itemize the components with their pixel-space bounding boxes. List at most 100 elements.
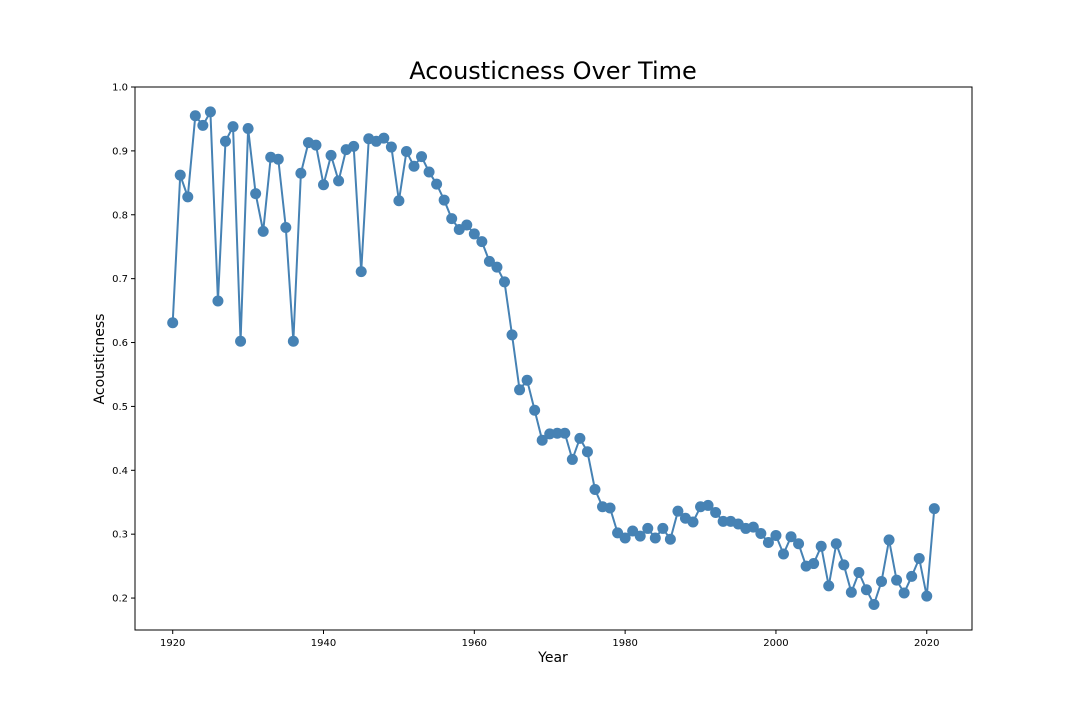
data-point — [506, 329, 518, 341]
data-point — [793, 538, 805, 550]
y-tick-label: 0.7 — [112, 274, 128, 285]
x-axis: 1920 1940 1960 1980 2000 2020 — [160, 630, 939, 649]
y-tick-label: 0.5 — [112, 402, 128, 413]
y-axis-label: Acousticness — [92, 314, 108, 405]
data-point — [785, 531, 797, 543]
data-point — [212, 295, 224, 307]
data-point — [272, 153, 284, 165]
y-tick-label: 0.4 — [112, 466, 128, 477]
data-point — [868, 598, 880, 610]
data-point — [378, 132, 390, 144]
data-point — [755, 528, 767, 540]
data-point — [604, 502, 616, 514]
plot-area — [167, 106, 940, 610]
data-point — [227, 121, 239, 133]
data-point — [310, 139, 322, 151]
data-point — [777, 548, 789, 560]
data-point — [717, 515, 729, 527]
data-point — [476, 236, 488, 248]
y-tick-label: 1.0 — [112, 83, 128, 94]
data-point — [913, 552, 925, 564]
data-point — [815, 540, 827, 552]
data-point — [642, 522, 654, 534]
data-point — [883, 534, 895, 546]
data-point — [747, 521, 759, 533]
data-point — [295, 167, 307, 179]
data-point — [906, 570, 918, 582]
data-point — [257, 225, 269, 237]
y-tick-label: 0.8 — [112, 210, 128, 221]
data-point — [431, 178, 443, 190]
x-tick-label: 2020 — [914, 638, 939, 649]
data-point — [566, 453, 578, 465]
data-point — [174, 169, 186, 181]
data-point — [898, 587, 910, 599]
data-point — [551, 427, 563, 439]
data-point — [521, 374, 533, 386]
data-point — [235, 335, 247, 347]
data-point — [408, 160, 420, 172]
data-point — [333, 175, 345, 187]
x-tick-label: 1940 — [311, 638, 336, 649]
data-point — [204, 106, 216, 118]
x-tick-label: 1960 — [462, 638, 487, 649]
data-point — [483, 255, 495, 267]
x-axis-label: Year — [537, 650, 568, 666]
data-point — [250, 188, 262, 200]
data-point — [762, 536, 774, 548]
data-point — [287, 335, 299, 347]
x-tick-label: 1920 — [160, 638, 185, 649]
data-point — [355, 266, 367, 278]
y-tick-label: 0.3 — [112, 530, 128, 541]
data-point — [574, 432, 586, 444]
data-point — [830, 538, 842, 550]
data-point — [876, 575, 888, 587]
data-point — [928, 503, 940, 515]
data-point — [702, 499, 714, 511]
data-point — [491, 261, 503, 273]
data-point — [581, 446, 593, 458]
data-point — [167, 317, 179, 329]
data-point — [845, 586, 857, 598]
data-point — [823, 580, 835, 592]
data-point — [325, 149, 337, 161]
data-point — [416, 151, 428, 163]
y-tick-label: 0.6 — [112, 338, 128, 349]
data-point — [710, 506, 722, 518]
data-point — [393, 195, 405, 207]
data-point — [182, 191, 194, 203]
data-point — [770, 529, 782, 541]
data-point — [348, 140, 360, 152]
data-point — [536, 434, 548, 446]
x-tick-label: 2000 — [763, 638, 788, 649]
data-point — [634, 530, 646, 542]
data-point — [318, 179, 330, 191]
data-point — [400, 146, 412, 158]
data-point — [559, 427, 571, 439]
data-point — [446, 213, 458, 225]
data-point — [280, 222, 292, 234]
data-point — [589, 483, 601, 495]
data-point — [514, 384, 526, 396]
data-point — [649, 532, 661, 544]
data-point — [619, 532, 631, 544]
data-point — [189, 110, 201, 122]
data-point — [385, 141, 397, 153]
chart-title: Acousticness Over Time — [409, 57, 697, 85]
data-point — [242, 123, 254, 135]
data-point — [423, 166, 435, 178]
x-tick-label: 1980 — [612, 638, 637, 649]
data-point — [891, 574, 903, 586]
data-point — [219, 135, 231, 147]
data-point — [664, 533, 676, 545]
y-tick-label: 0.2 — [112, 594, 128, 605]
data-point — [498, 276, 510, 288]
y-tick-label: 0.9 — [112, 146, 128, 157]
data-point — [853, 567, 865, 579]
y-axis: 0.2 0.3 0.4 0.5 0.6 0.7 0.8 0.9 1.0 — [112, 83, 135, 605]
data-point — [672, 505, 684, 517]
data-point — [838, 559, 850, 571]
series-line — [171, 108, 936, 608]
data-point — [529, 404, 541, 416]
